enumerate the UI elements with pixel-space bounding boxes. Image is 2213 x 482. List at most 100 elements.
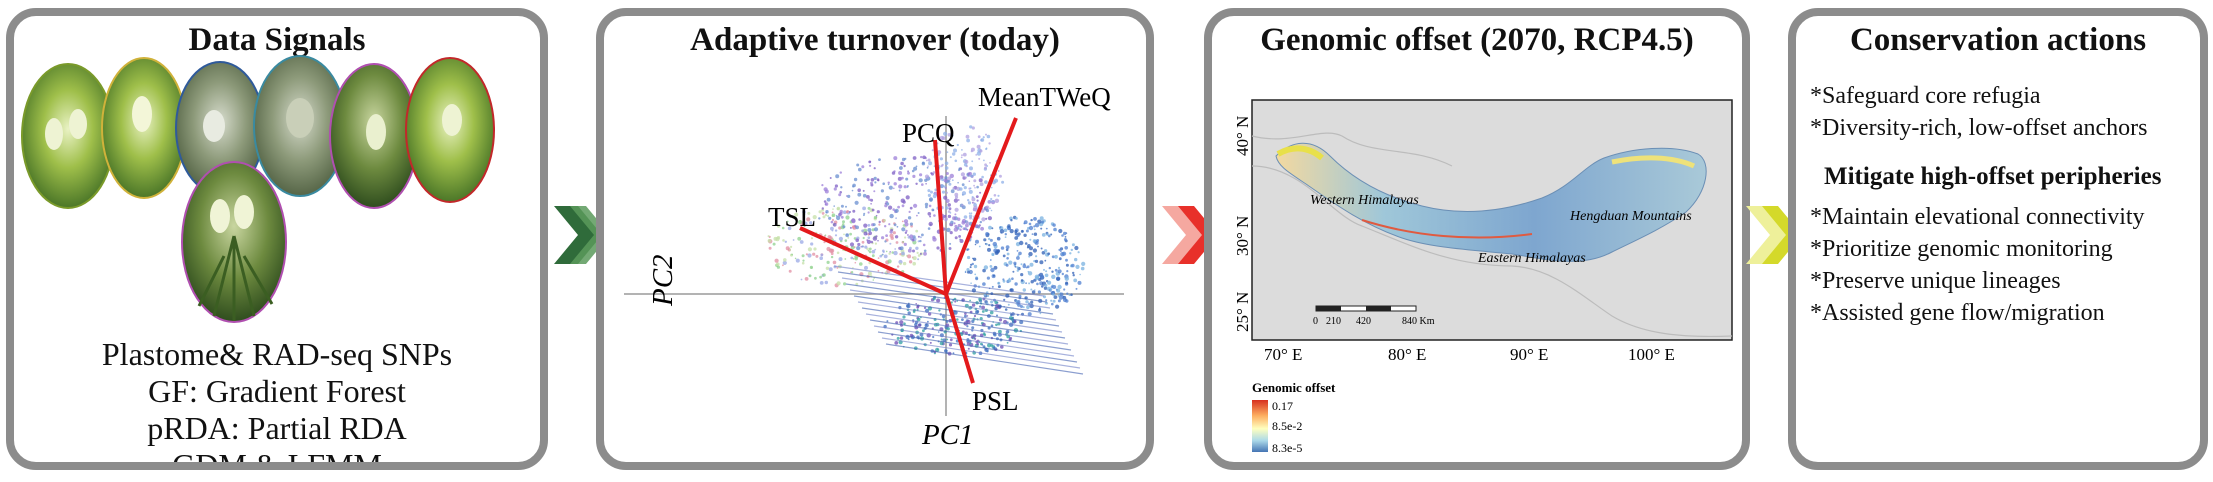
legend-mid: 8.5e-2 (1272, 419, 1302, 433)
pca-point (1037, 290, 1041, 294)
pca-point (863, 231, 868, 236)
pca-point (1058, 248, 1061, 251)
pca-streak (869, 319, 1072, 351)
pca-point (948, 207, 952, 211)
pca-point (863, 223, 868, 228)
pca-point (979, 149, 983, 153)
pca-point (867, 206, 871, 210)
pca-point (1028, 302, 1031, 305)
pca-point (1013, 320, 1017, 323)
pca-point (944, 161, 949, 166)
pca-vectors (799, 117, 1018, 384)
pca-point (794, 212, 799, 217)
pca-point (827, 215, 829, 217)
pca-point (854, 261, 857, 264)
pca-point (934, 188, 937, 192)
pca-point (1053, 295, 1058, 299)
pca-point (880, 189, 884, 193)
pca-point (1070, 248, 1073, 252)
pca-point (990, 186, 993, 189)
pca-point (887, 181, 890, 184)
pca-point (795, 258, 800, 263)
pca-point (924, 202, 929, 207)
pca-point (976, 144, 981, 149)
pca-point (948, 247, 952, 250)
pca-point (820, 253, 824, 257)
pca-point (840, 204, 844, 208)
pca-point (784, 240, 787, 243)
pca-point (966, 342, 970, 346)
pca-point (867, 236, 871, 239)
pca-point (986, 294, 990, 298)
pca-point (907, 248, 912, 253)
pca-point (767, 235, 770, 238)
pca-point (826, 260, 830, 264)
pca-point (919, 239, 922, 243)
pca-point (927, 212, 932, 216)
pca-point (804, 277, 809, 281)
pca-point (834, 184, 838, 188)
pca-point (850, 256, 854, 260)
pca-point (838, 193, 842, 197)
pca-point (1006, 321, 1009, 324)
pca-point (988, 237, 991, 241)
lon-tick-label: 90° E (1510, 345, 1548, 364)
pca-point (932, 297, 936, 301)
pca-point (866, 195, 870, 199)
pca-point (851, 189, 854, 192)
pca-point (1045, 227, 1048, 230)
pca-point (975, 154, 978, 156)
pca-point (826, 246, 831, 252)
pca-point (998, 318, 1003, 322)
pca-point (874, 181, 877, 184)
pca-point (1038, 307, 1041, 310)
pca-point (1011, 277, 1014, 281)
pca-point (866, 178, 870, 182)
pca-point (818, 210, 822, 214)
pca-point (872, 279, 875, 281)
pca-point (966, 325, 969, 328)
pca-point (799, 240, 804, 244)
pca-point (1029, 246, 1033, 251)
pca-point (950, 189, 955, 194)
pca-point (943, 131, 948, 136)
pca-point (1041, 251, 1046, 255)
pca-point (894, 235, 899, 239)
pca-point (912, 174, 916, 178)
pca-point (878, 158, 881, 162)
pca-point (808, 274, 812, 278)
pca-point (926, 166, 929, 169)
pca-point (868, 160, 872, 164)
pca-point (969, 342, 972, 345)
pca-point (843, 282, 847, 286)
pca-point (1033, 225, 1036, 228)
pca-point (988, 225, 992, 230)
pca-point (908, 260, 913, 264)
pca-point (1071, 243, 1075, 247)
pca-point (862, 193, 867, 198)
pca-point (957, 217, 961, 221)
pca-point (859, 262, 863, 266)
pca-point (800, 278, 803, 281)
panel-title: Adaptive turnover (today) (690, 22, 1060, 58)
pca-point (997, 170, 1000, 172)
pca-point (961, 183, 965, 187)
pca-point (964, 176, 968, 179)
method-item: GDM & LFMM (172, 447, 382, 470)
pca-point (966, 138, 970, 143)
pca-point (902, 261, 907, 266)
pca-point-cloud (767, 125, 1086, 375)
pca-point (997, 285, 1001, 289)
pca-point (917, 235, 920, 238)
pca-point (998, 174, 1002, 178)
pca-point (863, 212, 866, 215)
lon-tick-label: 80° E (1388, 345, 1426, 364)
pca-point (1059, 247, 1064, 251)
pca-point (1044, 283, 1048, 287)
pca-point (873, 227, 879, 232)
pca-point (1043, 249, 1048, 253)
vector-label-meantweq: MeanTWeQ (978, 82, 1111, 112)
pca-point (970, 212, 973, 215)
pca-point (886, 320, 889, 323)
pca-point (899, 320, 904, 325)
